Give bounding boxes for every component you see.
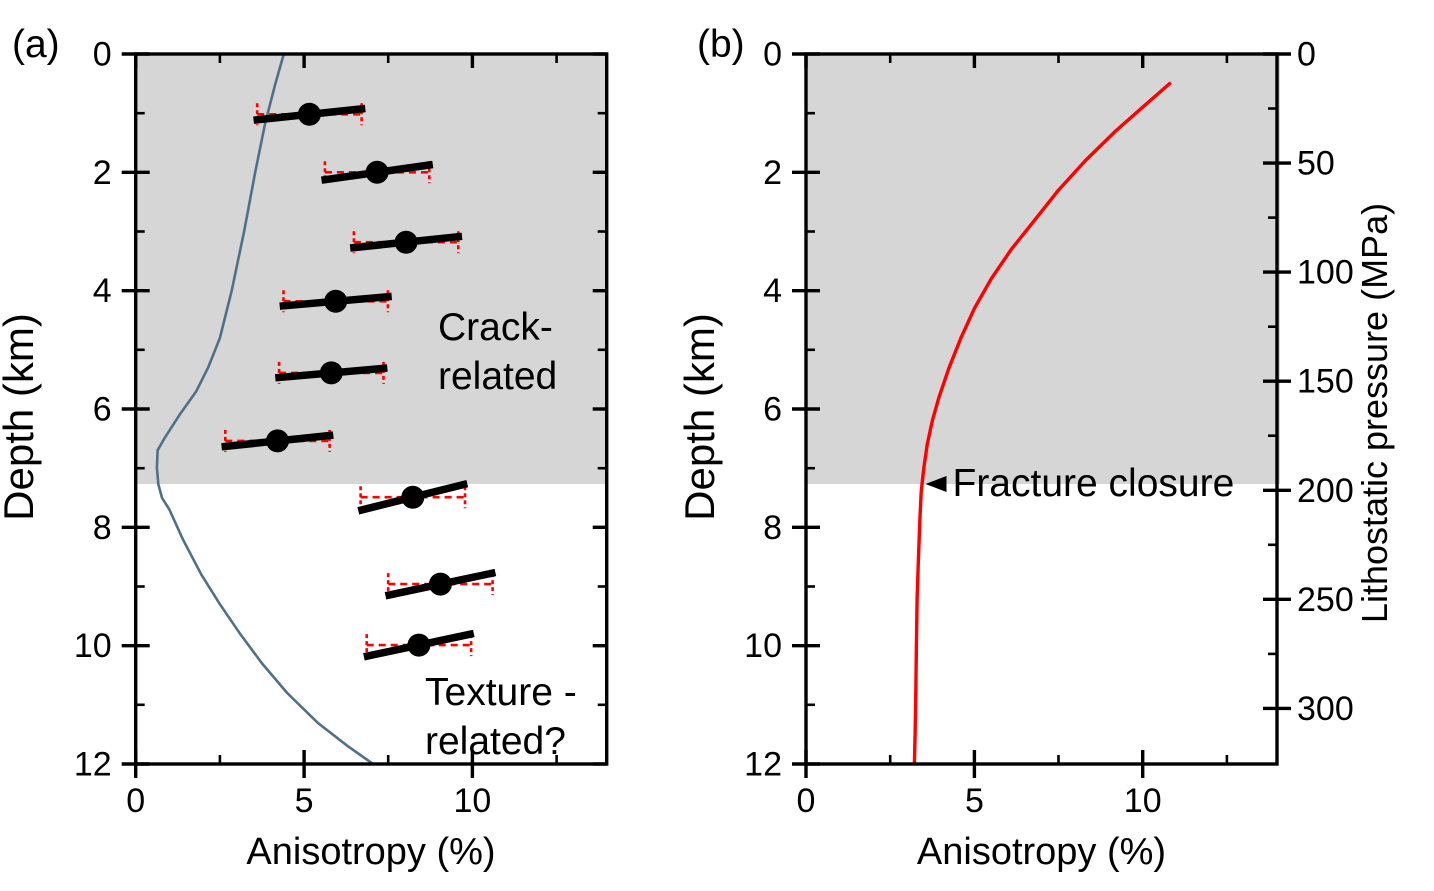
svg-text:5: 5 <box>965 782 984 820</box>
svg-text:300: 300 <box>1297 690 1354 728</box>
svg-text:related?: related? <box>425 720 566 763</box>
svg-text:0: 0 <box>1297 36 1316 74</box>
svg-text:10: 10 <box>744 627 782 665</box>
svg-text:150: 150 <box>1297 363 1354 401</box>
svg-text:200: 200 <box>1297 472 1354 510</box>
svg-text:8: 8 <box>763 509 782 547</box>
svg-text:Texture -: Texture - <box>425 671 577 714</box>
svg-text:Lithostatic pressure (MPa): Lithostatic pressure (MPa) <box>1354 203 1395 623</box>
svg-text:0: 0 <box>797 782 816 820</box>
svg-text:250: 250 <box>1297 581 1354 619</box>
svg-text:4: 4 <box>93 272 112 310</box>
svg-text:8: 8 <box>93 509 112 547</box>
svg-text:6: 6 <box>763 391 782 429</box>
svg-text:10: 10 <box>74 627 112 665</box>
svg-text:12: 12 <box>744 746 782 784</box>
svg-text:5: 5 <box>295 782 314 820</box>
svg-text:(b): (b) <box>697 23 745 66</box>
svg-text:0: 0 <box>763 36 782 74</box>
svg-text:6: 6 <box>93 391 112 429</box>
svg-text:4: 4 <box>763 272 782 310</box>
svg-text:Anisotropy (%): Anisotropy (%) <box>246 831 495 873</box>
svg-text:0: 0 <box>93 36 112 74</box>
svg-text:12: 12 <box>74 746 112 784</box>
svg-text:100: 100 <box>1297 254 1354 292</box>
svg-text:2: 2 <box>93 154 112 192</box>
svg-text:Anisotropy (%): Anisotropy (%) <box>917 831 1166 873</box>
svg-text:10: 10 <box>453 782 491 820</box>
svg-text:2: 2 <box>763 154 782 192</box>
svg-text:related: related <box>438 355 557 398</box>
svg-text:(a): (a) <box>12 23 60 66</box>
svg-text:Crack-: Crack- <box>438 306 553 349</box>
svg-text:Depth (km): Depth (km) <box>0 313 42 521</box>
svg-text:50: 50 <box>1297 145 1335 183</box>
svg-text:0: 0 <box>126 782 145 820</box>
svg-text:10: 10 <box>1124 782 1162 820</box>
svg-text:Fracture closure: Fracture closure <box>953 462 1235 505</box>
svg-text:Depth (km): Depth (km) <box>676 313 723 521</box>
